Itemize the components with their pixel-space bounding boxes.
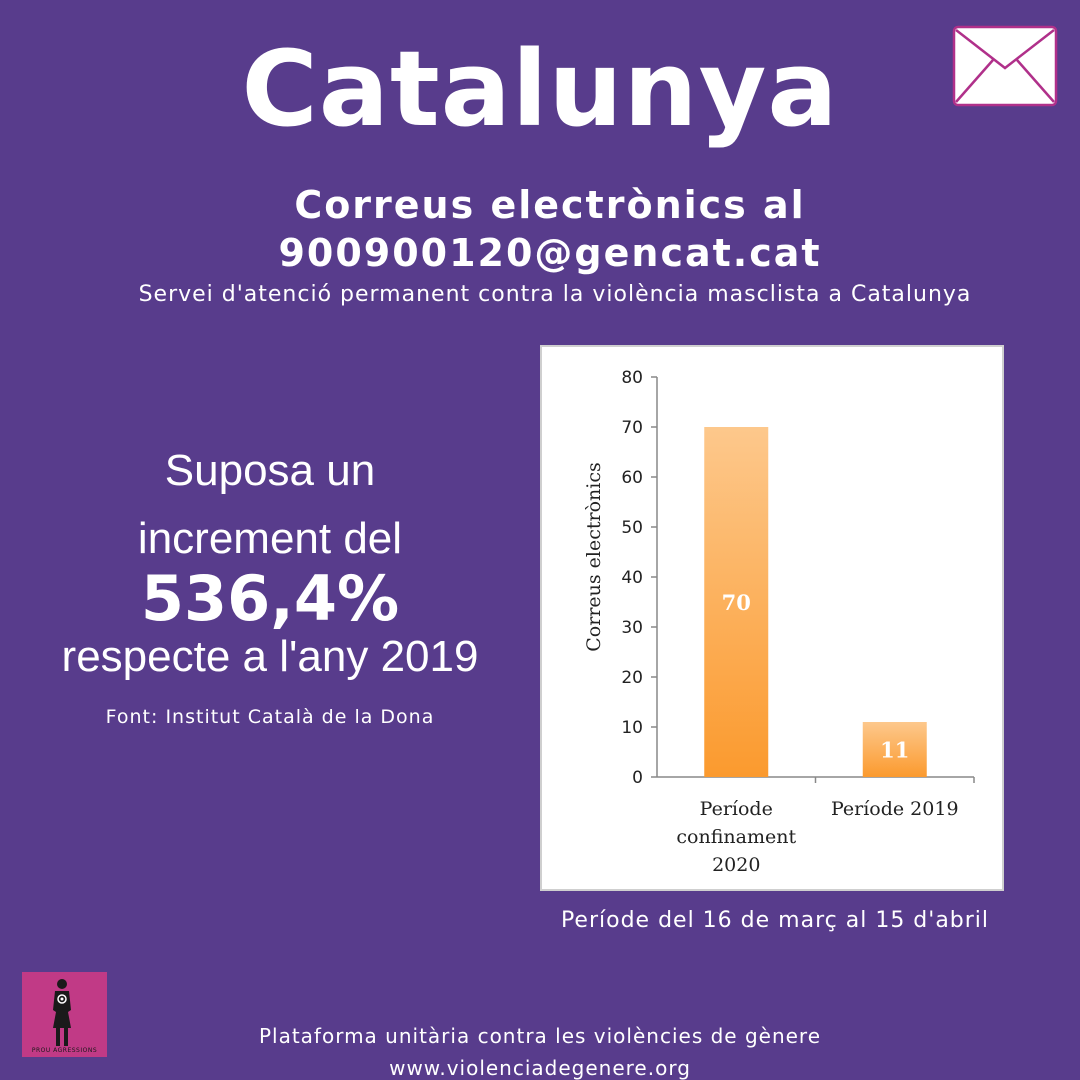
subtitle-line-1: Correus electrònics al xyxy=(294,183,806,227)
woman-figure-icon xyxy=(53,979,71,1046)
data-label: 11 xyxy=(880,738,909,763)
y-tick-label: 10 xyxy=(621,718,643,738)
logo-text: PROU AGRESSIONS xyxy=(31,1047,98,1054)
page-title: Catalunya xyxy=(241,28,839,150)
y-tick-label: 50 xyxy=(621,518,643,538)
y-tick-label: 20 xyxy=(621,668,643,688)
category-label: 2020 xyxy=(712,854,760,876)
service-description: Servei d'atenció permanent contra la vio… xyxy=(138,282,972,307)
claim-line-4: respecte a l'any 2019 xyxy=(61,632,479,681)
claim-line-2: increment del xyxy=(137,514,403,563)
y-tick-label: 40 xyxy=(621,568,643,588)
claim-line-1: Suposa un xyxy=(164,446,376,495)
y-tick-label: 80 xyxy=(621,368,643,388)
y-tick-label: 30 xyxy=(621,618,643,638)
prou-agressions-logo: PROU AGRESSIONS xyxy=(22,972,107,1057)
bar-chart: Correus electrònics 0 10 20 30 40 50 60 70 80 70… xyxy=(540,345,1004,891)
footer-website[interactable]: www.violenciadegenere.org xyxy=(389,1056,691,1080)
footer-organization: Plataforma unitària contra les violèncie… xyxy=(258,1024,822,1048)
y-tick-label: 0 xyxy=(632,768,643,788)
bar xyxy=(862,722,927,777)
category-label: Període 2019 xyxy=(831,798,959,820)
source-note: Font: Institut Català de la Dona xyxy=(105,706,435,728)
category-label: Període xyxy=(700,798,773,820)
category-label: confinament xyxy=(676,826,796,848)
email-address: 900900120@gencat.cat xyxy=(278,231,822,275)
y-tick-label: 60 xyxy=(621,468,643,488)
claim-percent: 536,4% xyxy=(140,562,400,635)
y-axis-label: Correus electrònics xyxy=(583,462,605,651)
period-note: Període del 16 de març al 15 d'abril xyxy=(560,908,990,933)
bar-chart-svg: Correus electrònics 0 10 20 30 40 50 60 70 80 70… xyxy=(583,368,975,876)
data-label: 70 xyxy=(722,590,751,615)
envelope-icon xyxy=(952,25,1058,107)
bar xyxy=(704,427,769,777)
y-tick-label: 70 xyxy=(621,418,643,438)
